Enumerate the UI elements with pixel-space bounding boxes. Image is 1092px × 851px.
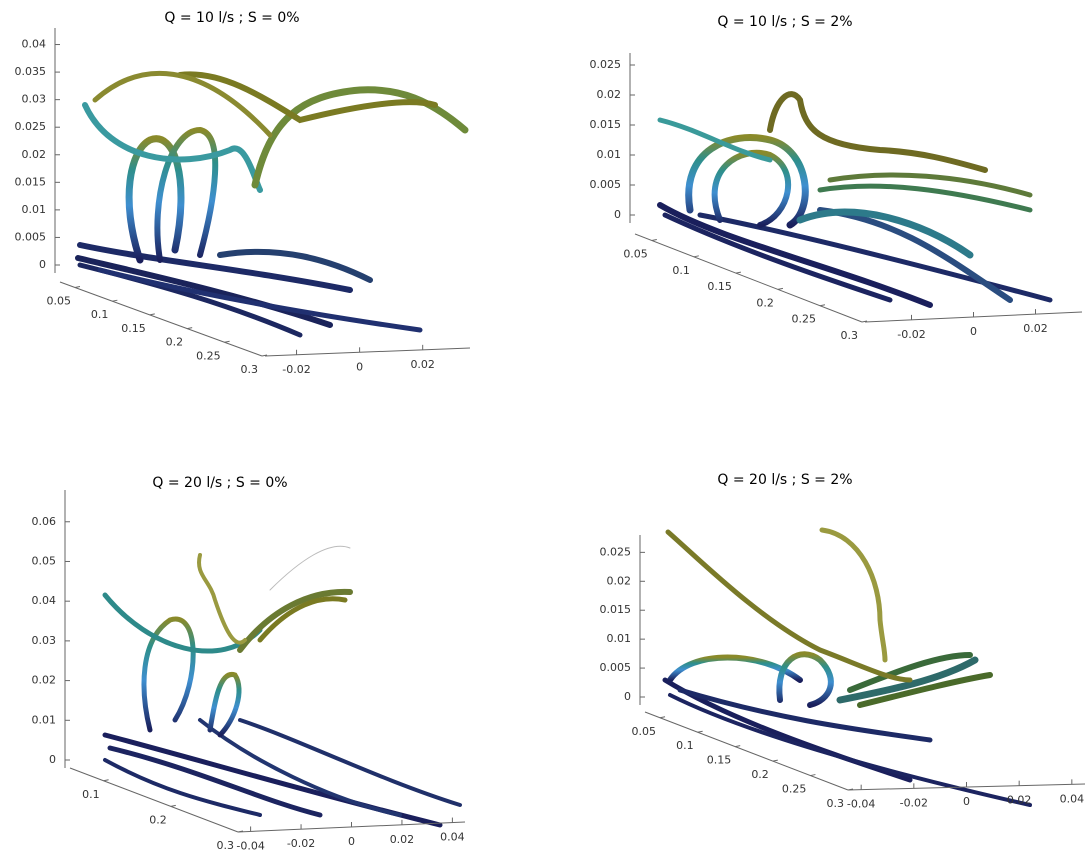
z-tick-label: 0.04 [22,38,47,51]
z-tick-label: 0.04 [32,594,57,607]
x-tick [777,287,784,290]
streamtubes-4 [662,527,1032,807]
chart-title: Q = 20 l/s ; S = 0% [152,475,287,491]
x-tick-label: 0.1 [672,264,690,277]
x-axis [634,233,863,323]
y-tick-label: -0.02 [282,363,310,376]
y-tick-label: 0.04 [440,831,465,844]
z-tick-label: 0.01 [607,632,632,645]
x-tick-label: 0.2 [149,813,167,826]
x-tick-label: 0.25 [791,313,816,326]
x-tick-label: 0.1 [82,788,100,801]
x-tick-label: 0.25 [196,349,221,362]
y-tick-label: 0 [963,795,970,808]
y-tick-label: 0.02 [390,833,415,846]
x-tick-label: 0.15 [121,322,146,335]
y-tick-label: 0.02 [1007,794,1032,807]
z-tick-label: 0.03 [22,93,47,106]
z-tick-label: 0.02 [32,674,57,687]
x-tick-label: 0.15 [707,754,732,767]
z-tick-label: 0.01 [32,713,57,726]
y-tick-label: -0.02 [897,328,925,341]
x-tick-label: 0.3 [217,839,235,851]
x-tick-label: 0.1 [91,308,109,321]
y-tick-label: 0.02 [410,358,435,371]
x-tick-label: 0.3 [241,363,259,376]
z-tick-label: 0.005 [600,661,632,674]
z-tick-label: 0.02 [607,574,632,587]
z-tick-label: 0.035 [15,65,47,78]
x-tick-label: 0.25 [782,783,807,796]
x-tick-label: 0.05 [46,294,71,307]
x-tick [261,354,268,357]
streamtubes-3 [102,545,462,828]
y-axis [264,347,471,357]
x-tick [659,716,666,719]
z-tick-label: 0.06 [32,515,57,528]
x-tick [693,255,699,258]
y-tick-label: 0 [970,325,977,338]
z-tick-label: 0.025 [600,545,632,558]
z-tick-label: 0 [614,208,621,221]
x-tick [170,804,176,807]
x-tick-label: 0.05 [632,725,657,738]
x-tick [697,730,703,733]
y-tick-label: 0.02 [1023,322,1048,335]
x-tick-label: 0.3 [827,797,845,810]
y-tick-label: -0.04 [847,798,875,811]
x-tick-label: 0.15 [707,280,732,293]
z-tick-label: 0 [39,258,46,271]
z-tick-label: 0.015 [15,175,47,188]
y-tick-label: 0.04 [1060,792,1085,805]
y-tick-label: -0.02 [287,837,315,850]
x-tick-label: 0.2 [756,296,774,309]
z-tick-label: 0 [49,753,56,766]
x-tick [810,774,816,777]
z-tick-label: 0.01 [597,148,622,161]
streamtubes-1 [75,70,469,338]
x-tick [112,299,118,302]
z-tick-label: 0.015 [590,118,622,131]
y-tick-label: 0 [348,835,355,848]
x-tick [74,285,81,288]
chart-title: Q = 10 l/s ; S = 2% [717,14,852,30]
x-tick [772,759,778,762]
z-tick-label: 0.005 [15,230,47,243]
z-tick-label: 0.02 [597,88,622,101]
z-tick-label: 0 [624,690,631,703]
z-tick-label: 0.01 [22,203,47,216]
x-tick-label: 0.2 [751,768,769,781]
streamtubes-2 [657,91,1053,308]
x-axis [644,711,849,791]
x-tick [735,745,741,748]
z-tick-label: 0.015 [600,603,632,616]
x-axis [69,767,239,833]
y-tick-label: 0 [356,360,363,373]
chart-title: Q = 10 l/s ; S = 0% [164,10,299,26]
x-tick [735,271,741,274]
x-tick-label: 0.2 [166,336,184,349]
x-tick-label: 0.1 [676,739,694,752]
z-tick-label: 0.02 [22,148,47,161]
x-tick [224,340,230,343]
z-tick-label: 0.025 [15,120,47,133]
y-tick-label: -0.02 [900,796,928,809]
y-tick-label: -0.04 [236,839,264,851]
x-axis [59,281,263,357]
x-tick [651,239,657,242]
x-tick [103,779,109,782]
chart-title: Q = 20 l/s ; S = 2% [717,472,852,488]
z-tick-label: 0.025 [590,58,622,71]
x-tick-label: 0.3 [841,329,859,342]
x-tick [149,313,155,316]
z-tick-label: 0.005 [590,178,622,191]
x-tick-label: 0.05 [623,248,648,261]
x-tick [861,320,868,323]
x-tick [819,304,826,307]
z-tick-label: 0.03 [32,634,57,647]
z-tick-label: 0.05 [32,554,57,567]
x-tick [187,327,193,330]
